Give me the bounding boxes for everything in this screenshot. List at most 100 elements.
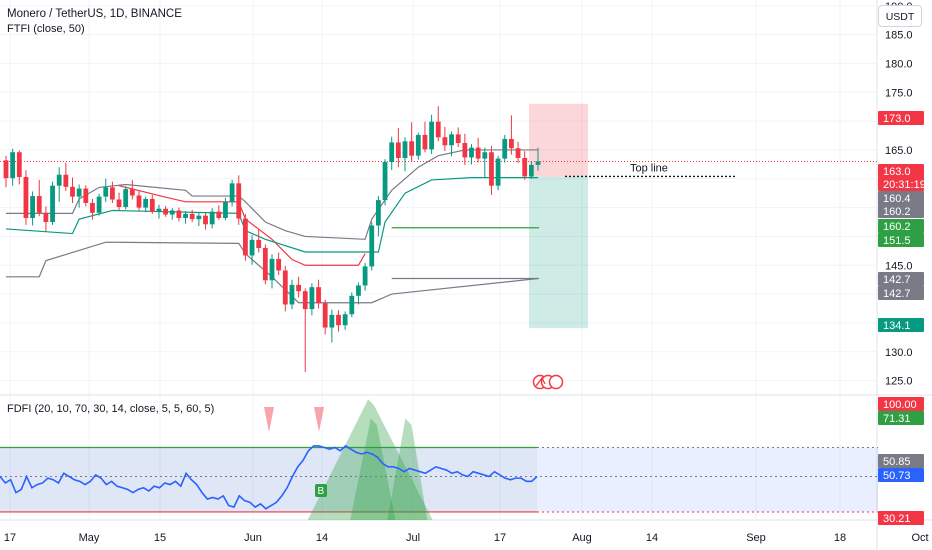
candle-body [289,284,295,305]
price-tag-text: 134.1 [883,320,911,332]
osc-scale-tag-text: 50.15 [885,485,913,497]
candle-body [282,270,288,305]
candle-body [16,152,22,178]
price-tag-text: 160.2 [883,221,911,233]
osc-scale-tag: 61.06 [885,442,913,454]
price-tag-bg [878,286,924,300]
candle-body [236,183,242,219]
price-tag-text: 151.5 [883,235,911,247]
price-axis-label: 180.0 [885,58,913,70]
candle-body [356,285,361,296]
candle-body [129,189,135,196]
candle-body [449,134,454,146]
candle-body [70,186,75,197]
candle-body [76,188,82,197]
flag-circle [548,374,564,390]
osc-scale-tag-bg [878,511,924,525]
candle-body [56,174,62,186]
candle-body [249,239,255,256]
candle-body [329,314,335,328]
ftfi-line-upper [6,149,538,240]
osc-scale-tag-text: 71.31 [883,413,911,425]
time-axis-label: Jul [406,532,420,544]
price-tag: 151.5 [878,233,924,247]
osc-scale-tag-bg [878,411,924,425]
price-tag: 160.4 [878,191,924,205]
candle-body [376,200,381,226]
osc-scale-tag-text: 30.21 [883,513,911,525]
symbol-title: Monero / TetherUS, 1D, BINANCE [7,8,182,20]
osc-scale-tag-text: 50.15 [885,499,913,511]
price-tag-bg [878,204,924,218]
price-tag-text: 163.0 [883,166,911,178]
osc-scale-tag: 30.21 [878,511,924,525]
osc-scale-tag-text: 61.06 [885,428,913,440]
candle-body [223,201,228,218]
price-axis-label: 130.0 [885,347,913,359]
candle-body [169,210,175,215]
candle-body [262,247,268,281]
candle-body [302,291,308,310]
price-tag-bg [878,191,924,205]
candle-body [382,162,388,201]
candle-body [515,148,521,158]
time-axis-label: Oct [911,532,928,544]
time-axis-label: May [79,532,100,544]
candle-body [3,160,9,179]
time-axis-label: 15 [154,532,166,544]
candle-body [276,258,282,271]
candle-body [103,187,109,197]
price-axis-label: 185.0 [885,30,913,42]
top-line-label: Top line [630,162,668,174]
candle-body [43,212,49,223]
price-axis-label: 165.0 [885,145,913,157]
currency-button[interactable]: USDT [878,5,922,27]
candle-body [435,121,441,138]
candle-body [83,188,89,203]
price-tag-bg [878,318,924,332]
price-tag-text: 160.2 [883,206,911,218]
osc-scale-tag: 61.06 [885,428,913,440]
candle-body [216,211,222,218]
candle-body [469,147,474,158]
candle-body [309,287,315,310]
osc-scale-tag: 50.85 [878,454,924,468]
candle-body [402,141,408,158]
candle-body [342,314,348,326]
candle-body [389,142,395,163]
price-tag-bg [878,111,924,125]
price-tag-bg [878,177,924,191]
price-tag-text: 160.4 [883,193,911,205]
candle-body [369,225,375,267]
time-axis-label: Jun [244,532,262,544]
osc-scale-tag-bg [878,454,924,468]
candle-body [156,208,162,212]
price-tag-bg [878,219,924,233]
osc-scale-tag: 50.15 [885,485,913,497]
candle-body [10,152,16,179]
buy-signal-label: B [318,486,325,497]
candle-body [36,196,42,213]
time-axis-label: 18 [834,532,846,544]
candle-body [196,215,202,220]
osc-scale-tag: 50.15 [885,499,913,511]
candle-body [429,121,434,150]
osc-scale-tag-text: 50.73 [883,470,911,482]
price-tag: 142.7 [878,272,924,286]
price-axis-label: 145.0 [885,260,913,272]
candle-body [90,202,95,213]
oscillator-title: FDFI (20, 10, 70, 30, 14, close, 5, 5, 6… [7,403,215,415]
candle-body [455,134,461,144]
candle-body [422,134,428,150]
buy-signal-icon [315,484,327,497]
osc-scale-tag: 71.31 [878,411,924,425]
candle-body [522,158,528,177]
osc-scale-tag-text: 100.00 [883,399,917,411]
price-tag-bg [878,164,924,178]
candle-body [183,213,188,218]
osc-scale-tag: 50.73 [878,468,924,482]
candle-body [296,284,301,292]
candle-body [462,143,468,158]
